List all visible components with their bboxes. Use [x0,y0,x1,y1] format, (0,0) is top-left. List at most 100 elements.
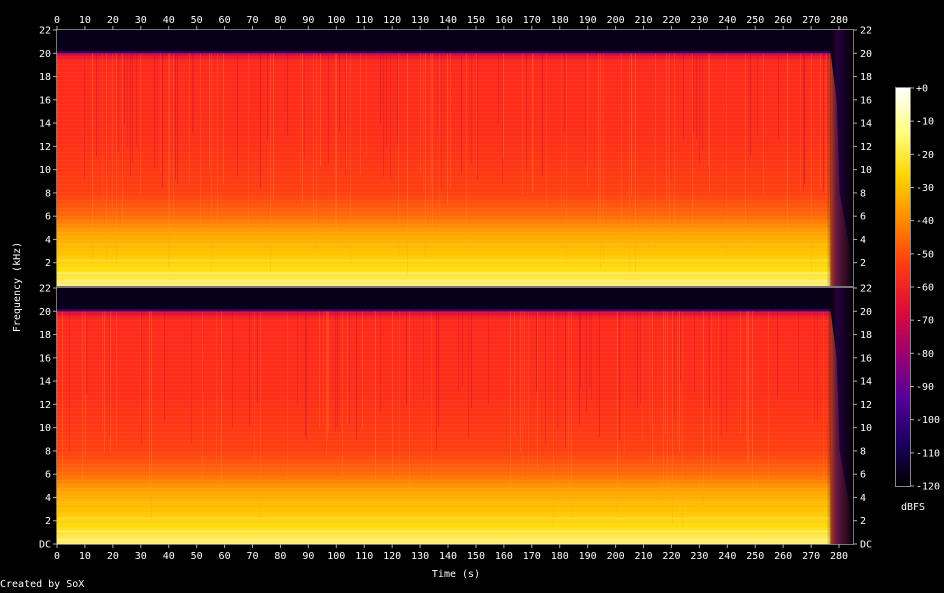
x-tick-label-top: 60 [219,15,231,26]
colorbar-tick-label: +0 [916,84,928,95]
x-tick-label-bottom: 230 [690,551,708,562]
y-tick-label-right: 18 [860,72,872,83]
x-tick-label-top: 150 [467,15,485,26]
x-tick-label-bottom: 130 [411,551,429,562]
y-tick-label-left: 6 [45,212,51,223]
x-tick-label-bottom: 40 [163,551,175,562]
x-tick-label-bottom: 140 [439,551,457,562]
y-tick-label-left: 16 [39,353,51,364]
x-tick-label-bottom: 10 [79,551,91,562]
y-tick-label-right: 10 [860,165,872,176]
y-tick-label-right: 16 [860,353,872,364]
colorbar: +0 -10 -20 -30 -40 -50 -60 -70 -80 -90 -100 -110 -12… [895,84,940,513]
x-axis-top: 0 10 20 30 40 50 60 70 80 90 100 110 120 130 140 150 160… [54,15,848,30]
y-tick-label-left: DC [39,540,51,551]
y-tick-label-left: 14 [39,377,51,388]
colorbar-ticks: +0 -10 -20 -30 -40 -50 -60 -70 -80 -90 -100 -110 -12… [910,84,940,493]
y-tick-label-right: 4 [860,493,866,504]
y-tick-label-left: 18 [39,330,51,341]
x-tick-label-top: 130 [411,15,429,26]
y-tick-label-left: 4 [45,235,51,246]
x-tick-label-top: 10 [79,15,91,26]
y-tick-label-left: 22 [39,26,51,37]
y-tick-label-left: 22 [39,284,51,295]
x-tick-label-bottom: 70 [246,551,258,562]
y-tick-label-right: 12 [860,400,872,411]
y-tick-label-right: 22 [860,26,872,37]
x-tick-label-bottom: 80 [274,551,286,562]
x-tick-label-top: 280 [830,15,848,26]
colorbar-tick-label: -120 [916,482,940,493]
y-tick-label-right: 2 [860,258,866,269]
x-tick-label-top: 180 [551,15,569,26]
x-tick-label-bottom: 190 [579,551,597,562]
y-tick-label-right: DC [860,540,872,551]
y-tick-label-right: 12 [860,142,872,153]
x-tick-label-top: 0 [54,15,60,26]
y-tick-label-left: 8 [45,188,51,199]
y-tick-label-right: 4 [860,235,866,246]
y-tick-label-right: 8 [860,188,866,199]
x-tick-label-bottom: 110 [355,551,373,562]
y-tick-label-right: 20 [860,307,872,318]
colorbar-tick-label: -60 [916,283,934,294]
x-tick-label-top: 20 [107,15,119,26]
x-tick-label-bottom: 210 [634,551,652,562]
y-tick-label-right: 6 [860,470,866,481]
x-tick-label-bottom: 180 [551,551,569,562]
x-tick-label-top: 260 [774,15,792,26]
x-tick-label-bottom: 240 [718,551,736,562]
colorbar-label: dBFS [901,502,925,513]
x-tick-label-bottom: 270 [802,551,820,562]
y-tick-label-right: 16 [860,95,872,106]
colorbar-tick-label: -10 [916,117,934,128]
colorbar-tick-label: -70 [916,316,934,327]
y-tick-label-left: 10 [39,423,51,434]
x-tick-label-bottom: 220 [662,551,680,562]
x-tick-label-top: 40 [163,15,175,26]
y-tick-label-right: 6 [860,212,866,223]
colorbar-tick-label: -30 [916,183,934,194]
x-tick-label-bottom: 250 [746,551,764,562]
x-tick-label-top: 100 [327,15,345,26]
y-tick-label-left: 2 [45,516,51,527]
y-tick-label-left: 20 [39,49,51,60]
x-tick-label-bottom: 50 [191,551,203,562]
x-tick-label-top: 250 [746,15,764,26]
colorbar-gradient [896,88,910,486]
x-tick-label-top: 120 [383,15,401,26]
colorbar-tick-label: -110 [916,448,940,459]
x-axis-label: Time (s) [432,569,480,580]
x-tick-label-top: 210 [634,15,652,26]
y-tick-label-right: 22 [860,284,872,295]
x-tick-label-top: 230 [690,15,708,26]
x-tick-label-bottom: 30 [135,551,147,562]
y-tick-label-left: 8 [45,446,51,457]
x-tick-label-top: 70 [246,15,258,26]
y-tick-label-right: 8 [860,446,866,457]
y-axis-label: Frequency (kHz) [12,242,23,332]
y-tick-label-left: 10 [39,165,51,176]
colorbar-tick-label: -50 [916,249,934,260]
x-axis-bottom: 0 10 20 30 40 50 60 70 80 90 100 110 120 130 140 150 160… [54,544,848,562]
y-tick-label-right: 18 [860,330,872,341]
footer-credit: Created by SoX [0,579,85,590]
x-tick-label-bottom: 0 [54,551,60,562]
colorbar-tick-label: -80 [916,349,934,360]
x-tick-label-bottom: 120 [383,551,401,562]
colorbar-tick-label: -100 [916,415,940,426]
x-tick-label-top: 240 [718,15,736,26]
y-tick-label-left: 20 [39,307,51,318]
x-tick-label-bottom: 280 [830,551,848,562]
x-tick-label-bottom: 170 [523,551,541,562]
x-tick-label-bottom: 150 [467,551,485,562]
x-tick-label-top: 190 [579,15,597,26]
x-tick-label-top: 220 [662,15,680,26]
x-tick-label-bottom: 260 [774,551,792,562]
x-tick-label-top: 50 [191,15,203,26]
y-tick-label-left: 16 [39,95,51,106]
x-tick-label-top: 170 [523,15,541,26]
y-tick-label-right: 2 [860,516,866,527]
